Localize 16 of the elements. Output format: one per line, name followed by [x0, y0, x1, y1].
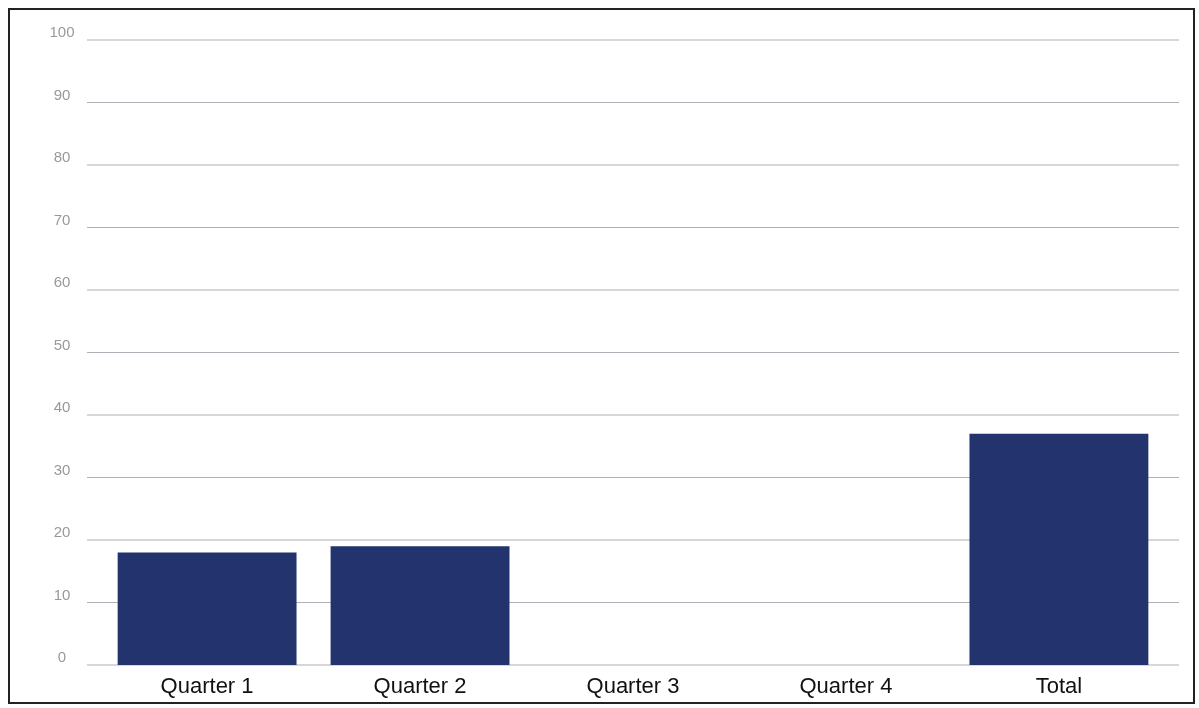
x-tick-label: Quarter 3	[586, 673, 680, 698]
y-tick-label: 90	[53, 85, 71, 103]
y-tick-label: 100	[49, 23, 75, 40]
y-tick-label: 60	[53, 273, 71, 290]
x-tick-label: Quarter 4	[799, 673, 893, 698]
y-tick-label: 0	[57, 648, 67, 665]
y-tick-label: 70	[53, 210, 71, 228]
y-tick-label: 80	[53, 148, 71, 165]
y-tick-label: 40	[53, 398, 71, 415]
x-tick-label: Quarter 1	[160, 673, 254, 698]
x-tick-label: Quarter 2	[373, 673, 467, 698]
y-tick-label: 10	[53, 585, 71, 603]
y-tick-label: 30	[53, 460, 71, 478]
x-tick-label: Total	[1035, 673, 1083, 698]
y-tick-label: 50	[53, 335, 71, 353]
y-tick-label: 20	[53, 523, 71, 540]
